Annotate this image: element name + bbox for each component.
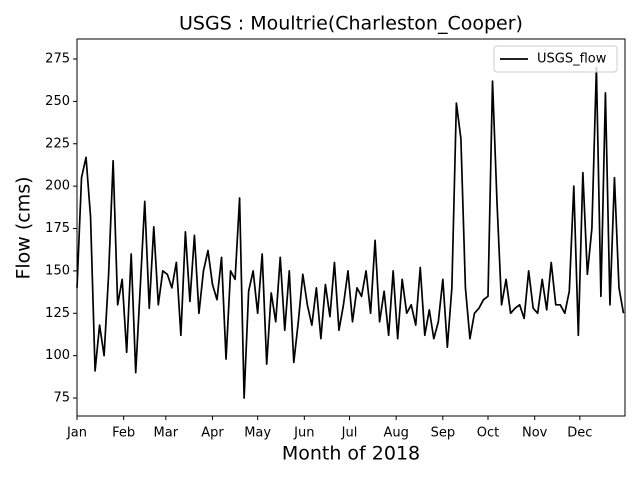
x-tick-label: Aug: [383, 426, 408, 441]
x-tick-label: Jan: [66, 426, 87, 441]
y-tick-label: 225: [45, 136, 70, 151]
y-tick-label: 175: [45, 221, 70, 236]
x-tick-label: Mar: [154, 426, 179, 441]
x-tick-label: Nov: [522, 426, 548, 441]
chart-title: USGS : Moultrie(Charleston_Cooper): [179, 13, 523, 35]
y-tick-label: 200: [45, 179, 70, 194]
x-tick-label: Jun: [293, 426, 314, 441]
x-tick-label: Feb: [112, 426, 135, 441]
x-tick-label: Apr: [201, 426, 224, 441]
data-line: [76, 66, 625, 399]
x-tick-label: Oct: [477, 426, 499, 441]
x-axis-label: Month of 2018: [282, 443, 420, 465]
x-tick-label: May: [244, 426, 271, 441]
x-tick-label: Jul: [341, 426, 358, 441]
plot-frame: [76, 38, 626, 417]
legend: USGS_flow: [493, 45, 618, 73]
legend-label: USGS_flow: [537, 52, 607, 67]
y-axis-label: Flow (cms): [13, 176, 35, 279]
x-tick-label: Dec: [567, 426, 592, 441]
y-tick-label: 100: [45, 348, 70, 363]
y-tick-label: 125: [45, 306, 70, 321]
y-tick-label: 250: [45, 94, 70, 109]
x-tick-label: Sep: [431, 426, 456, 441]
legend-box: [493, 45, 618, 73]
y-tick-label: 275: [45, 52, 70, 67]
y-tick-label: 75: [53, 391, 70, 406]
y-tick-label: 150: [45, 263, 70, 278]
